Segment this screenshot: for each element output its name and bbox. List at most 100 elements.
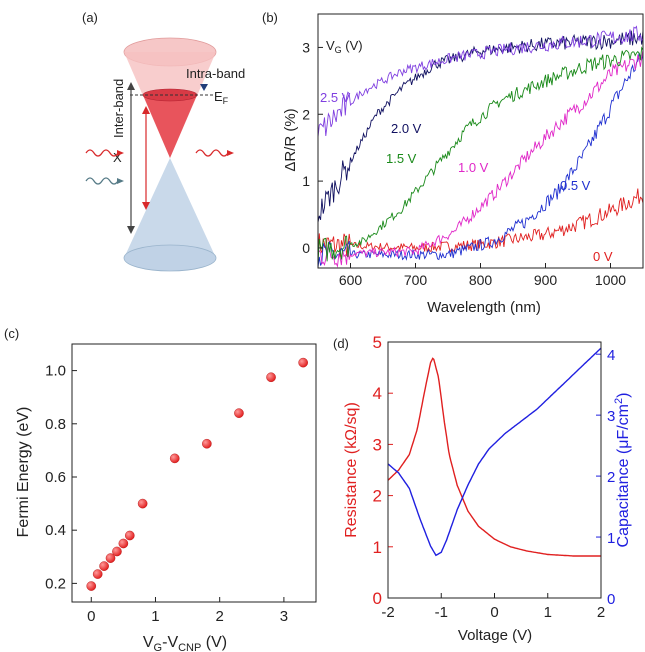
x-tick-label-1: 1 [151,608,159,625]
panel-b-plot: 600 700 800 900 1000 0 1 2 3 [302,25,643,288]
series-line-5 [318,25,643,138]
left-y-tick-label-1: 1 [373,538,382,557]
series-line-3 [318,46,643,265]
x-tick-label-1: -1 [435,604,448,621]
panel-d-frame [387,341,602,599]
series-line-2 [318,49,643,268]
x-tick-label-2: 0 [490,604,498,621]
panel-c: (c) Fermi Energy (eV) VG-VCNP (V) 0 1 2 3 0.… [4,326,317,652]
fermi-level-label: EF [214,89,229,106]
x-tick-label-4: 2 [597,604,605,621]
x-tick-label-0: -2 [381,604,394,621]
data-point-8 [169,453,180,464]
y-tick-label-2: 0.6 [45,469,66,486]
panel-d-xlabel: Voltage (V) [458,627,532,644]
data-point-11 [266,372,276,383]
panel-a-label: (a) [82,10,98,25]
x-tick-label-4: 1000 [595,272,626,288]
x-tick-label-0: 600 [339,272,363,288]
left-y-tick-label-0: 0 [373,589,382,608]
series-label-1-0v: 1.0 V [458,160,489,175]
panel-a: (a) EF Intra-band Inter-band X [82,10,245,272]
x-tick-label-1: 700 [404,272,428,288]
lower-cone-bottom [123,244,217,272]
series-line-capacitance [387,347,602,557]
data-point-10 [234,408,244,418]
inter-band-arrow-head-top [127,82,135,90]
right-y-tick-label-3: 3 [607,408,615,425]
data-point-7 [137,498,148,509]
y-tick-label-1: 1 [302,173,310,189]
panel-c-label: (c) [4,326,19,341]
intra-band-arrow [200,84,208,91]
y-tick-label-0: 0 [302,240,310,256]
series-label-0v: 0 V [593,249,613,264]
panel-c-plot: 0 1 2 3 0.2 0.4 0.6 0.8 1.0 [45,357,308,625]
panel-b-ylabel: ΔR/R (%) [282,108,299,171]
inter-band-label: Inter-band [111,79,126,138]
y-tick-label-1: 0.4 [45,522,66,539]
panel-d-left-ylabel: Resistance (kΩ/sq) [343,402,360,538]
panel-b-frame [317,13,644,269]
left-y-tick-label-2: 2 [373,487,382,506]
x-tick-label-3: 1 [544,604,552,621]
data-point-3 [105,553,116,563]
incident-red-wave [85,149,119,157]
panel-c-frame [71,343,317,603]
panel-d-label: (d) [333,336,349,351]
right-y-tick-label-0: 0 [607,591,615,608]
series-label-0-5v: 0.5 V [560,178,591,193]
series-label-2-0v: 2.0 V [391,121,422,136]
incident-red-wave-head [117,150,124,156]
reflected-red-wave-head [227,150,234,156]
x-arrow-head-bottom [142,202,150,210]
series-label-1-5v: 1.5 V [386,151,417,166]
panel-b-xlabel: Wavelength (nm) [427,299,541,316]
right-y-tick-label-4: 4 [607,347,615,364]
x-label: X [113,150,122,165]
x-tick-label-0: 0 [87,608,95,625]
data-point-9 [202,438,212,449]
panel-d: (d) Resistance (kΩ/sq) Capacitance (μF/c… [333,333,632,644]
data-point-1 [92,569,103,579]
x-tick-label-2: 800 [469,272,493,288]
data-point-6 [124,530,135,541]
y-tick-label-4: 1.0 [45,363,66,380]
series-line-resistance [387,357,601,557]
right-y-tick-label-2: 2 [607,469,615,486]
series-line-0 [318,188,643,259]
reflected-red-wave [195,149,229,157]
x-tick-label-3: 3 [280,608,288,625]
left-y-tick-label-4: 4 [373,384,382,403]
filled-upper-cone [143,95,197,158]
y-tick-label-3: 3 [302,39,310,55]
left-y-tick-label-3: 3 [373,435,382,454]
incident-grey-wave [85,177,119,185]
panel-c-xlabel: VG-VCNP (V) [143,634,227,652]
panel-b: (b) ΔR/R (%) Wavelength (nm) 600 700 800 90… [262,10,644,316]
y-tick-label-3: 0.8 [45,416,66,433]
inter-band-arrow-head-bottom [127,226,135,234]
panel-c-ylabel: Fermi Energy (eV) [15,407,32,538]
y-tick-label-0: 0.2 [45,575,66,592]
data-point-4 [112,546,122,557]
panel-b-legend-title: VG (V) [326,38,363,55]
incident-grey-wave-head [117,178,124,184]
intra-band-label: Intra-band [186,66,245,81]
data-point-0 [86,581,97,591]
x-arrow-head-top [142,106,150,114]
data-point-12 [298,357,308,368]
x-tick-label-3: 900 [534,272,558,288]
left-y-tick-label-5: 5 [373,333,382,352]
right-y-tick-label-1: 1 [607,530,615,547]
lower-cone-body [124,158,216,258]
series-line-1 [318,52,643,268]
y-tick-label-2: 2 [302,106,310,122]
series-label-2-5v: 2.5 V [320,90,351,105]
panel-d-right-ylabel: Capacitance (μF/cm2) [613,393,632,548]
data-point-5 [118,538,129,549]
x-tick-label-2: 2 [216,608,224,625]
data-point-2 [99,561,109,571]
